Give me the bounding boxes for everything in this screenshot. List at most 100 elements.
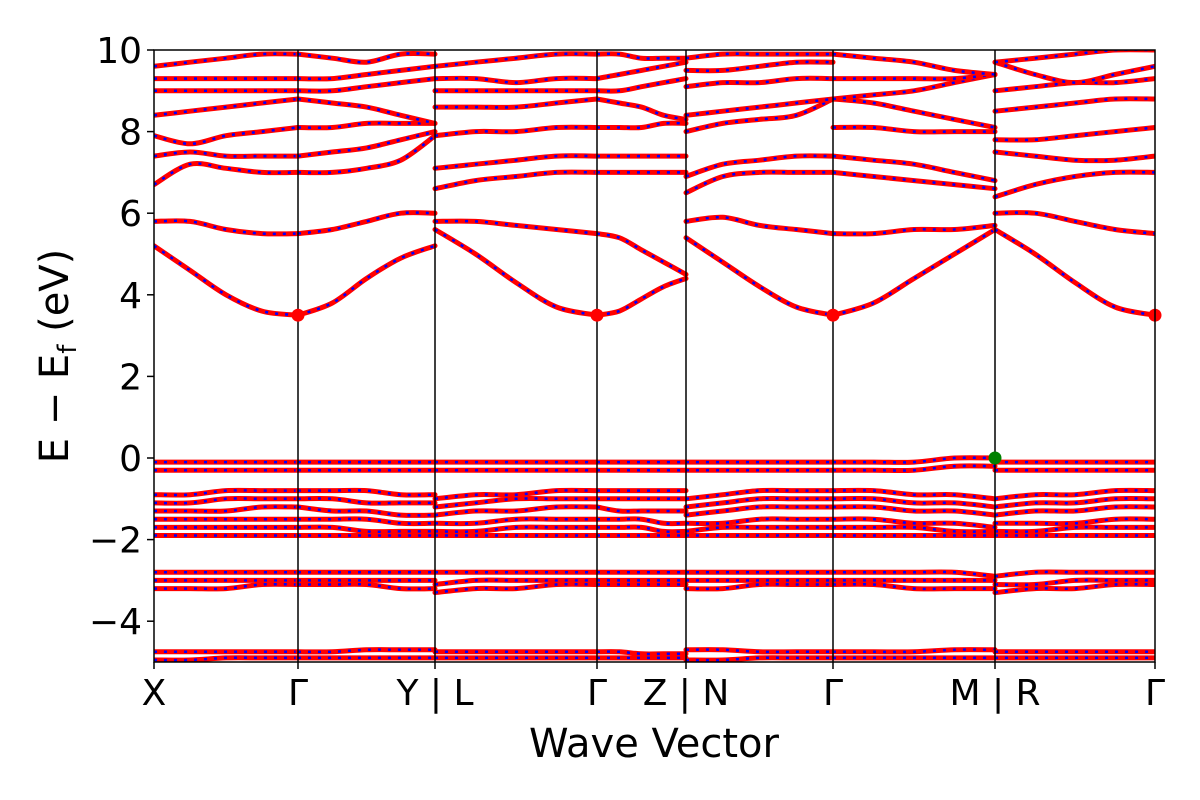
band-segment-2 <box>432 51 600 661</box>
band-segment-3 <box>594 51 689 661</box>
band-line-spin-up <box>594 51 689 61</box>
band-line-spin-down <box>994 61 1155 84</box>
band-line-spin-down <box>685 517 833 525</box>
band-line-spin-up <box>594 96 689 122</box>
band-line-spin-down <box>685 97 834 117</box>
band-line-spin-down <box>832 224 996 236</box>
y-axis-title: E − Ef (eV) <box>32 249 83 464</box>
x-tick-label: Y | L <box>395 673 473 714</box>
band-line-spin-down <box>434 517 597 525</box>
y-tick-label: 8 <box>119 113 142 154</box>
y-axis-title-main: E − E <box>32 354 78 464</box>
band-line-spin-down <box>994 578 1155 587</box>
y-axis-title-unit: (eV) <box>32 249 78 345</box>
band-line-spin-down <box>994 50 1155 64</box>
band-line-spin-down <box>434 578 597 586</box>
band-line-spin-down <box>832 525 996 533</box>
x-axis-ticks: X Γ Y | L Γ Z | N Γ M | R Γ <box>142 662 1165 714</box>
band-line-spin-up <box>683 96 836 135</box>
y-tick-label: 10 <box>96 31 142 72</box>
band-line-spin-up <box>295 581 438 592</box>
band-line-spin-down <box>995 517 1155 525</box>
band-line-spin-down <box>832 171 996 190</box>
band-line-spin-down <box>994 211 1155 235</box>
band-line-spin-down <box>434 52 598 68</box>
cbm-marker <box>590 308 604 322</box>
band-line-spin-down <box>994 228 1155 317</box>
x-tick-label: M | R <box>949 673 1040 714</box>
band-line-spin-down <box>685 52 833 60</box>
band-line-spin-down <box>435 97 598 109</box>
y-axis-ticks: −4 −2 0 2 4 6 8 10 <box>89 31 154 643</box>
band-line-spin-down <box>685 648 833 654</box>
band-line-spin-down <box>832 73 996 101</box>
y-tick-label: 2 <box>119 357 142 398</box>
band-line-spin-down <box>685 60 834 72</box>
y-tick-label: −2 <box>89 521 142 562</box>
band-line-spin-down <box>154 497 298 505</box>
band-line-spin-down <box>994 489 1155 501</box>
band-line-spin-down <box>154 126 299 146</box>
band-segment-4 <box>683 51 836 662</box>
band-line-spin-down <box>994 505 1155 517</box>
band-line-spin-down <box>833 456 996 464</box>
band-line-spin-up <box>295 516 438 527</box>
band-line-spin-up <box>295 63 438 82</box>
band-line-spin-down <box>832 517 996 529</box>
x-tick-label: Γ <box>1145 673 1165 714</box>
band-line-spin-down <box>832 489 996 501</box>
band-line-spin-up <box>295 487 438 498</box>
band-line-spin-down <box>154 656 298 662</box>
band-line-spin-up <box>295 210 438 237</box>
band-line-spin-up <box>295 120 438 131</box>
band-line-spin-up <box>295 524 438 535</box>
band-line-spin-down <box>832 52 996 76</box>
band-line-spin-down <box>297 244 436 317</box>
band-line-spin-up <box>683 169 836 196</box>
band-line-spin-up <box>594 76 689 94</box>
band-line-spin-down <box>685 77 834 88</box>
y-tick-label: 0 <box>119 439 142 480</box>
band-line-spin-down <box>832 582 995 591</box>
band-line-spin-down <box>833 464 996 472</box>
band-line-spin-down <box>685 582 833 591</box>
band-line-spin-down <box>994 525 1155 533</box>
band-line-spin-up <box>295 76 438 94</box>
band-line-spin-up <box>295 647 438 655</box>
band-line-spin-down <box>994 126 1155 142</box>
band-line-spin-up <box>594 524 689 535</box>
x-axis-title: Wave Vector <box>529 721 780 767</box>
band-line-spin-down <box>994 97 1155 113</box>
band-line-spin-down <box>154 52 299 68</box>
band-line-spin-down <box>994 150 1155 162</box>
band-line-spin-down <box>832 154 996 182</box>
x-tick-label: Γ <box>288 673 308 714</box>
y-tick-label: −4 <box>89 602 142 643</box>
band-line-spin-down <box>832 97 996 129</box>
plot-frame <box>153 49 1156 663</box>
band-line-spin-down <box>154 219 299 236</box>
band-line-spin-up <box>154 161 301 188</box>
band-line-spin-down <box>434 219 598 235</box>
cbm-marker <box>826 308 840 322</box>
band-line-spin-down <box>434 505 598 517</box>
band-line-spin-up <box>295 495 438 506</box>
band-line-spin-down <box>832 228 996 317</box>
band-line-spin-down <box>596 232 687 276</box>
band-line-spin-up <box>154 243 301 318</box>
band-line-spin-up <box>594 516 689 527</box>
band-line-spin-down <box>685 236 834 317</box>
x-tick-label: Γ <box>823 673 843 714</box>
cbm-marker <box>291 308 305 322</box>
band-line-spin-down <box>685 656 833 662</box>
band-line-spin-up <box>295 504 438 518</box>
band-line-spin-down <box>832 125 995 134</box>
band-line-spin-up <box>594 120 689 131</box>
band-line-spin-down <box>685 525 833 533</box>
band-line-spin-down <box>994 170 1155 199</box>
bands-layer <box>154 50 1155 662</box>
band-line-spin-down <box>154 582 299 591</box>
band-line-spin-down <box>434 125 598 137</box>
band-segment-0 <box>154 51 301 662</box>
